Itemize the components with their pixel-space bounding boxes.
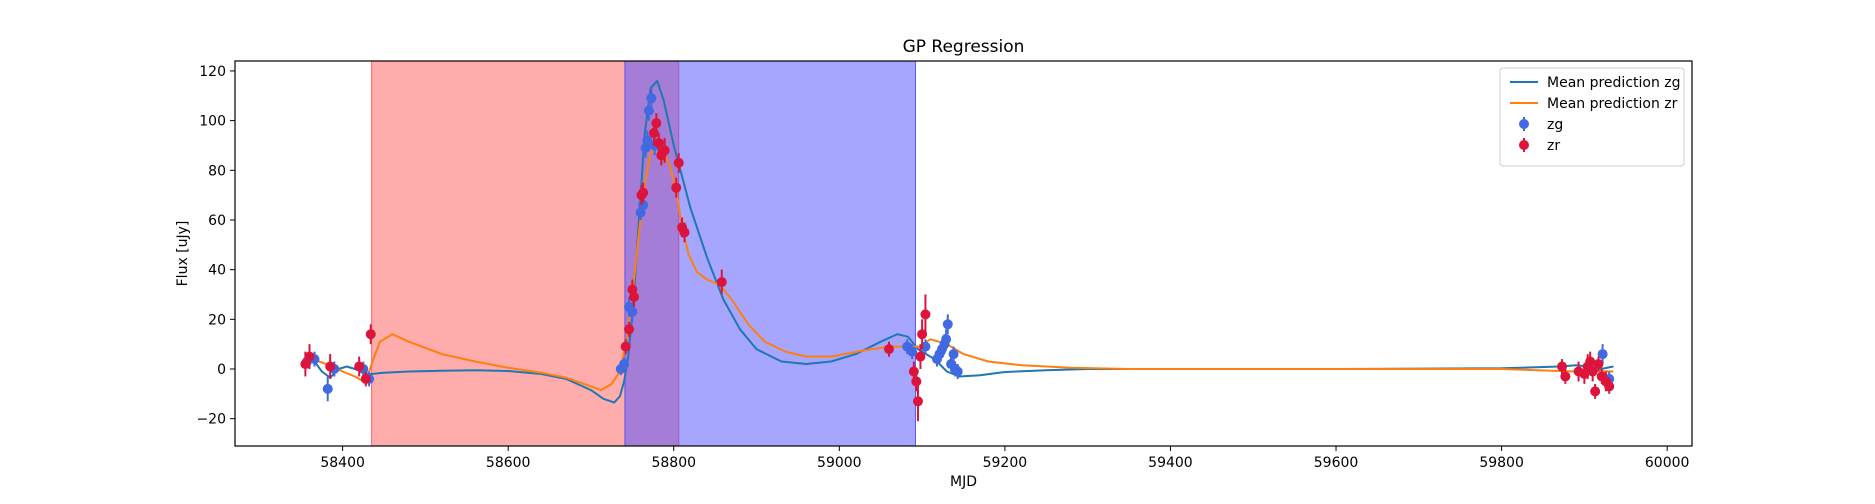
x-tick-label: 59800 — [1479, 455, 1524, 471]
data-point — [941, 334, 952, 345]
data-point — [360, 373, 371, 384]
data-point — [911, 376, 922, 387]
legend: Mean prediction zg Mean prediction zr zg zr — [1499, 67, 1685, 167]
x-tick-label: 59400 — [1148, 455, 1193, 471]
data-point — [915, 351, 926, 362]
legend-label: Mean prediction zr — [1547, 96, 1678, 112]
y-tick-label: 60 — [208, 213, 226, 229]
data-point — [300, 359, 311, 370]
data-point — [365, 329, 376, 340]
plot-area-group — [300, 79, 1615, 422]
data-point — [642, 135, 653, 146]
y-tick-label: 0 — [217, 362, 226, 378]
y-tick-label: 120 — [199, 64, 226, 80]
data-point — [679, 227, 690, 238]
data-point — [627, 306, 638, 317]
legend-label: Mean prediction zg — [1547, 75, 1681, 91]
data-point — [629, 291, 640, 302]
legend-box — [1499, 67, 1685, 167]
x-tick-label: 58600 — [486, 455, 531, 471]
y-axis-label: Flux [uJy] — [175, 221, 191, 287]
legend-point-swatch — [1519, 140, 1529, 150]
x-tick-label: 59200 — [983, 455, 1028, 471]
y-tick-label: 80 — [208, 163, 226, 179]
data-point — [671, 182, 682, 193]
data-point — [1587, 366, 1598, 377]
data-point — [643, 105, 654, 116]
legend-point-swatch — [1519, 119, 1529, 129]
data-point — [1604, 381, 1615, 392]
data-point — [304, 351, 315, 362]
data-point — [1560, 371, 1571, 382]
data-point — [716, 277, 727, 288]
x-tick-label: 59600 — [1314, 455, 1359, 471]
data-point — [1593, 359, 1604, 370]
data-point — [1597, 349, 1608, 360]
data-point — [659, 145, 670, 156]
data-point — [912, 396, 923, 407]
data-point — [907, 346, 918, 357]
legend-label: zg — [1547, 117, 1563, 133]
data-point — [620, 341, 631, 352]
data-point — [638, 187, 649, 198]
chart-title: GP Regression — [903, 37, 1025, 57]
x-axis-label: MJD — [950, 474, 977, 490]
x-tick-label: 58400 — [320, 455, 365, 471]
data-point — [624, 324, 635, 335]
data-point — [651, 118, 662, 129]
data-point — [883, 344, 894, 355]
x-tick-label: 59000 — [817, 455, 862, 471]
data-point — [942, 319, 953, 330]
series-line-mean-prediction-zg — [304, 79, 1614, 404]
data-point — [948, 349, 959, 360]
data-point — [920, 309, 931, 320]
data-point — [646, 93, 657, 104]
y-tick-label: 100 — [199, 114, 226, 130]
data-point — [648, 128, 659, 139]
data-point — [1590, 386, 1601, 397]
x-tick-label: 60000 — [1645, 455, 1690, 471]
y-tick-label: 20 — [208, 312, 226, 328]
shaded-region-2 — [624, 60, 916, 447]
series-points-zr — [300, 113, 1615, 422]
data-point — [952, 366, 963, 377]
data-point — [908, 366, 919, 377]
data-point — [354, 361, 365, 372]
legend-label: zr — [1547, 138, 1560, 154]
data-point — [673, 157, 684, 168]
y-tick-label: −20 — [196, 412, 226, 428]
data-point — [325, 361, 336, 372]
y-tick-label: 40 — [208, 263, 226, 279]
x-tick-label: 58800 — [651, 455, 696, 471]
data-point — [619, 359, 630, 370]
data-point — [322, 383, 333, 394]
axes-frame — [234, 60, 1693, 447]
